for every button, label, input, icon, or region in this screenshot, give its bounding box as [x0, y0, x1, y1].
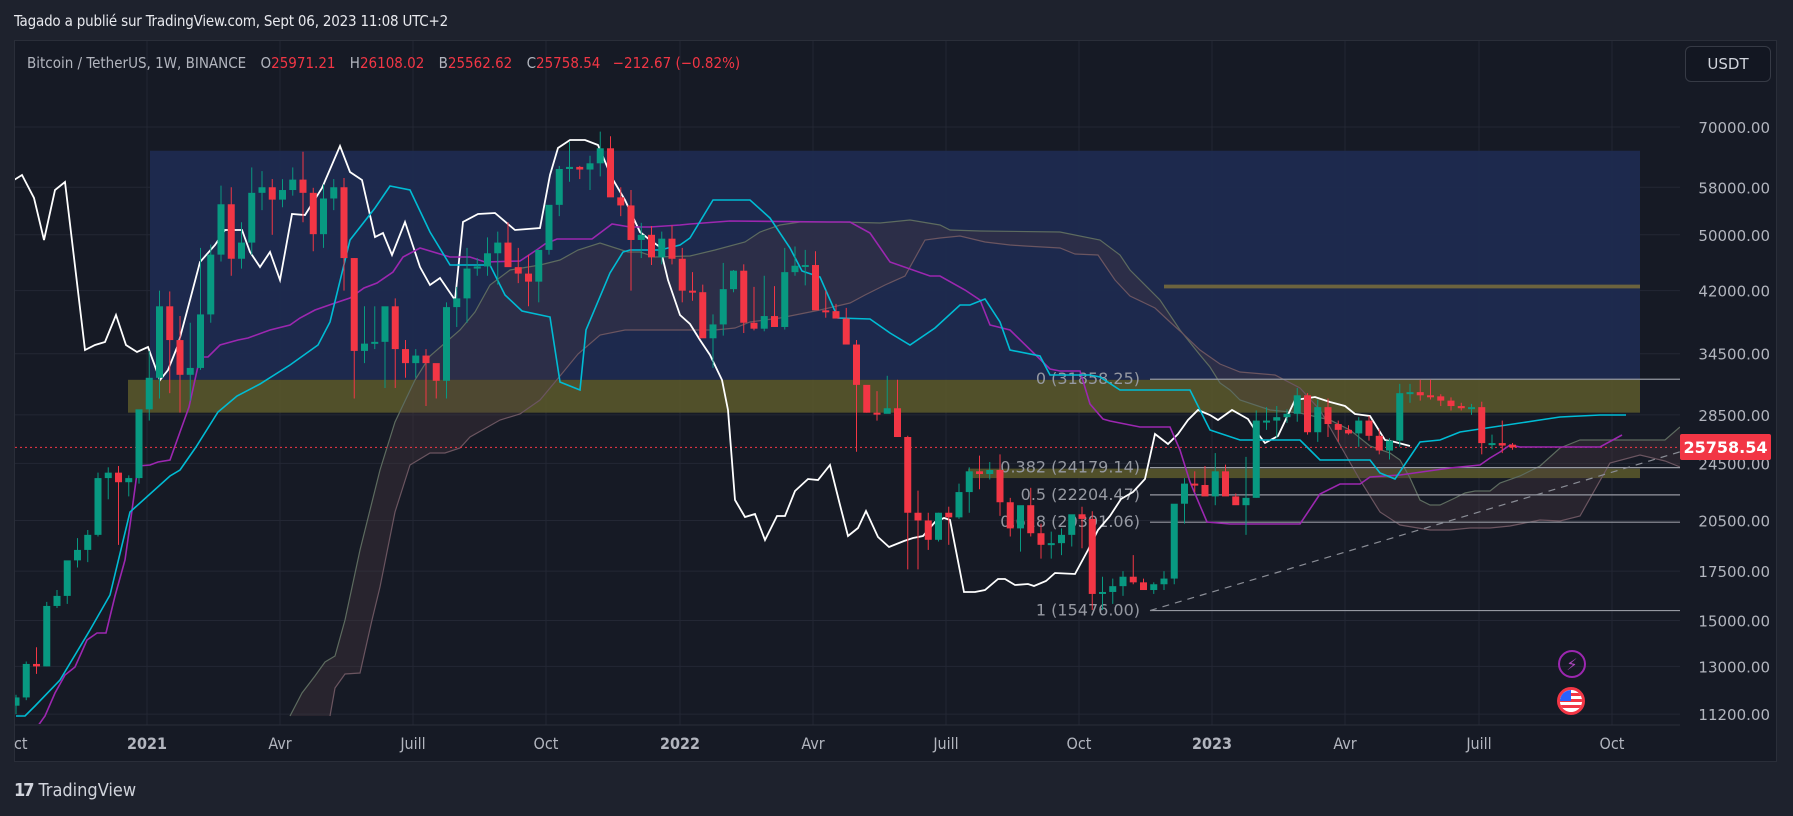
fibonacci-retracement[interactable]: 0 (31858.25) 0.382 (24179.14) 0.5 (22204.4…	[1000, 369, 1680, 620]
time-tick-label: Avr	[1333, 734, 1356, 753]
price-tick-label: 11200.00	[1698, 706, 1770, 724]
price-tick-label: 17500.00	[1698, 563, 1770, 581]
tenkan-line	[16, 185, 1626, 717]
symbol-legend: Bitcoin / TetherUS, 1W, BINANCE O25971.2…	[27, 54, 741, 72]
us-flag-icon[interactable]	[1557, 687, 1585, 715]
time-tick-label: Oct	[534, 734, 559, 753]
fib-level-label: 1 (15476.00)	[1036, 601, 1140, 620]
time-tick-label: Juill	[932, 734, 958, 753]
time-tick-label: ct	[14, 734, 28, 753]
yellow-support-zone[interactable]	[968, 468, 1640, 479]
time-tick-label: 2023	[1192, 734, 1232, 753]
time-tick-label: 2021	[127, 734, 167, 753]
fib-level-label: 0 (31858.25)	[1036, 369, 1140, 388]
fib-level-label: 0.382 (24179.14)	[1000, 458, 1140, 477]
publication-title: Tagado a publié sur TradingView.com, Sep…	[14, 12, 449, 30]
kijun-line	[38, 220, 1623, 724]
time-tick-label: Oct	[1600, 734, 1625, 753]
trendline[interactable]	[1149, 451, 1680, 612]
price-tick-label: 42000.00	[1698, 283, 1770, 301]
fib-level-label: 0.5 (22204.47)	[1021, 485, 1140, 504]
us-flag-icon	[1560, 690, 1582, 712]
bolt-icon[interactable]: ⚡	[1558, 650, 1586, 678]
time-tick-label: Oct	[1067, 734, 1092, 753]
price-tick-label: 70000.00	[1698, 119, 1770, 137]
time-tick-label: Avr	[801, 734, 824, 753]
time-tick-label: Juill	[399, 734, 425, 753]
orange-line-zone[interactable]	[1164, 284, 1640, 289]
price-tick-label: 15000.00	[1698, 613, 1770, 631]
price-tick-label: 28500.00	[1698, 407, 1770, 425]
current-price-tag: 25758.54	[1680, 434, 1771, 460]
symbol-name: Bitcoin / TetherUS, 1W, BINANCE	[27, 54, 247, 72]
brand-name: TradingView	[38, 780, 137, 801]
price-tick-label: 50000.00	[1698, 227, 1770, 245]
time-tick-label: Avr	[268, 734, 291, 753]
high-value: 26108.02	[359, 54, 425, 72]
yellow-resistance-zone[interactable]	[128, 379, 1640, 413]
currency-button[interactable]: USDT	[1685, 46, 1771, 82]
price-tick-label: 34500.00	[1698, 346, 1770, 364]
price-tick-label: 58000.00	[1698, 179, 1770, 197]
close-value: 25758.54	[536, 54, 601, 72]
time-tick-label: Juill	[1465, 734, 1491, 753]
tradingview-logo-icon: 17	[14, 780, 34, 801]
price-tick-label: 20500.00	[1698, 512, 1770, 530]
tradingview-footer[interactable]: 17 TradingView	[14, 780, 136, 801]
time-axis[interactable]: ct 2021 Avr Juill Oct 2022 Avr Juill Oct 2023 Avr J…	[14, 734, 1625, 753]
open-value: 25971.21	[271, 54, 336, 72]
change-value: −212.67 (−0.82%)	[612, 54, 741, 72]
price-tick-label: 13000.00	[1698, 658, 1770, 676]
candlesticks	[15, 131, 1516, 715]
low-value: 25562.62	[447, 54, 513, 72]
time-tick-label: 2022	[660, 734, 700, 753]
price-axis[interactable]: 70000.00 58000.00 50000.00 42000.00 34500.00…	[1698, 119, 1770, 724]
